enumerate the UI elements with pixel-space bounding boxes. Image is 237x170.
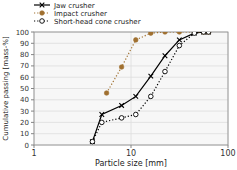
data-point <box>104 91 109 96</box>
y-tick <box>31 133 34 134</box>
data-point <box>192 32 197 35</box>
data-point <box>119 65 124 70</box>
data-point <box>201 32 206 34</box>
data-point <box>177 43 182 48</box>
x-axis-label: Particle size [mm] <box>95 159 167 168</box>
y-axis-label: Cumulative passing [mass-%] <box>2 36 10 141</box>
series <box>90 32 211 144</box>
legend-marker <box>40 19 45 24</box>
data-point <box>90 139 95 144</box>
data-point <box>100 120 105 125</box>
series-line <box>92 32 208 142</box>
legend-label: Short-head cone crusher <box>54 18 141 26</box>
series <box>104 32 211 95</box>
y-grid-line <box>34 54 228 55</box>
data-point <box>192 32 197 35</box>
y-tick-label: 0 <box>25 142 29 150</box>
legend-label: Impact crusher <box>54 10 107 18</box>
data-point <box>133 38 138 43</box>
legend-item: Impact crusher <box>34 10 107 18</box>
y-tick-label: 20 <box>20 119 29 127</box>
y-tick <box>31 99 34 100</box>
legend-label: Jaw crusher <box>53 2 95 10</box>
data-point <box>163 53 168 58</box>
series-line <box>107 32 209 93</box>
y-grid-line <box>34 65 228 66</box>
data-point <box>201 32 206 34</box>
x-tick <box>228 145 229 148</box>
y-tick-label: 30 <box>20 108 29 116</box>
chart: 1 10 100 0 10 20 30 40 50 60 70 80 90 100 Particle siz… <box>0 0 237 170</box>
grid <box>34 32 228 145</box>
data-point <box>148 94 153 99</box>
y-tick <box>31 77 34 78</box>
y-grid-line <box>34 43 228 44</box>
x-tick-label: 100 <box>220 149 235 158</box>
plot-area <box>34 32 228 145</box>
y-tick <box>31 88 34 89</box>
data-point <box>148 74 153 79</box>
y-tick <box>31 122 34 123</box>
data-point <box>177 38 182 43</box>
y-tick-label: 90 <box>20 40 29 48</box>
y-tick-label: 60 <box>20 74 29 82</box>
data-point <box>177 32 182 34</box>
plot-frame <box>34 32 228 145</box>
y-tick <box>31 32 34 33</box>
y-tick-label: 50 <box>20 85 29 93</box>
data-point <box>148 32 153 35</box>
legend-item: Short-head cone crusher <box>34 18 141 26</box>
legend-item: Jaw crusher <box>34 2 95 10</box>
y-grid-line <box>34 88 228 89</box>
y-grid-line <box>34 77 228 78</box>
y-tick <box>31 65 34 66</box>
y-grid-line <box>34 122 228 123</box>
legend: Jaw crusherImpact crusherShort-head cone… <box>34 2 141 26</box>
y-tick <box>31 43 34 44</box>
data-point <box>201 32 206 34</box>
data-point <box>119 116 124 121</box>
series <box>90 32 211 144</box>
y-grid-line <box>34 111 228 112</box>
data-point <box>163 32 168 34</box>
data-point <box>206 32 211 34</box>
x-tick-label: 10 <box>126 149 136 158</box>
y-tick-label: 40 <box>20 96 29 104</box>
legend-marker <box>40 11 45 16</box>
data-point <box>133 112 138 117</box>
data-point <box>133 94 138 99</box>
y-tick <box>31 111 34 112</box>
x-tick <box>131 145 132 148</box>
y-tick-label: 10 <box>20 130 29 138</box>
y-tick-label: 100 <box>16 29 29 37</box>
data-point <box>206 32 211 34</box>
axes: 1 10 100 0 10 20 30 40 50 60 70 80 90 100 <box>16 29 236 159</box>
legend-marker <box>40 3 45 8</box>
y-tick <box>31 54 34 55</box>
data-layer <box>90 32 211 144</box>
data-point <box>163 69 168 74</box>
y-tick <box>31 145 34 146</box>
x-tick-label: 1 <box>31 149 36 158</box>
y-tick-label: 80 <box>20 51 29 59</box>
data-point <box>206 32 211 34</box>
y-grid-line <box>34 133 228 134</box>
data-point <box>119 103 124 108</box>
data-point <box>90 139 95 144</box>
x-tick <box>34 145 35 148</box>
y-tick-label: 70 <box>20 62 29 70</box>
series-line <box>92 32 208 142</box>
data-point <box>100 112 105 117</box>
